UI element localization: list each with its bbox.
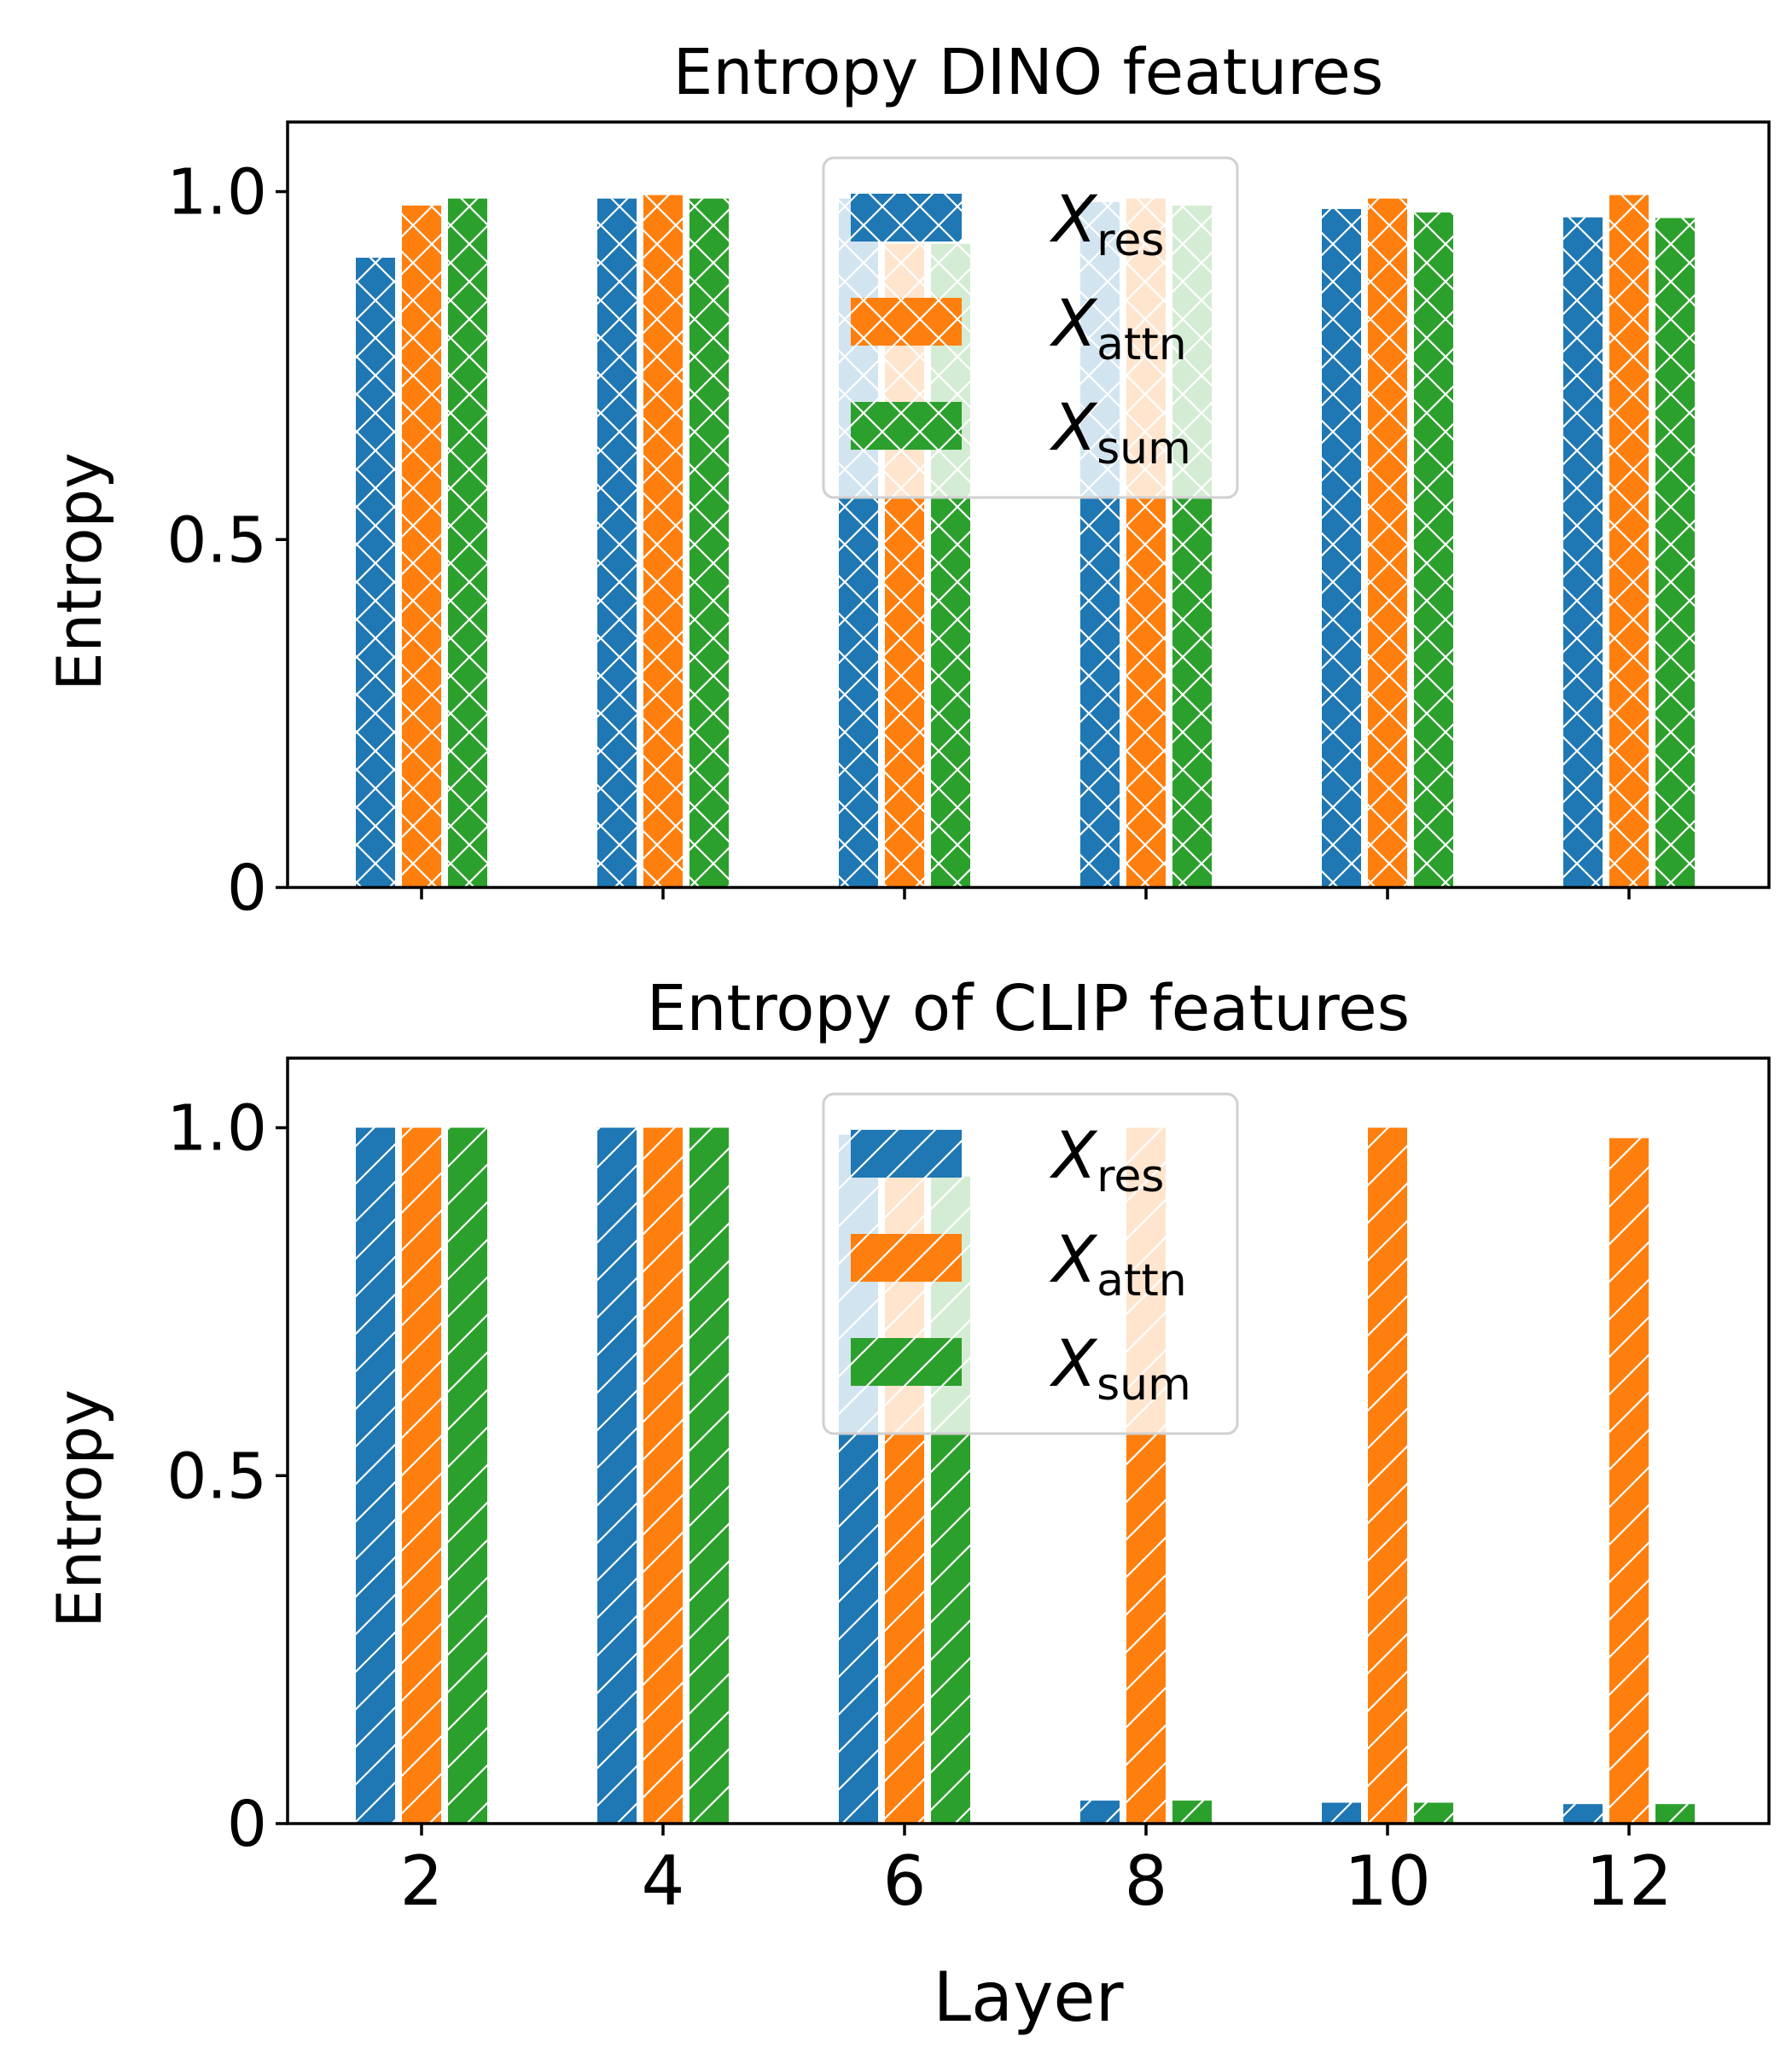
x-ticks [420,887,1631,899]
bar-hatch [1080,1801,1120,1824]
legend-entry: Xres [851,181,1164,266]
y-tick-label: 0 [227,1788,267,1861]
bar [1655,1804,1695,1824]
bar [356,258,395,887]
legend-swatch-hatch [851,1338,962,1386]
bar [1368,198,1407,887]
bar-hatch [643,1127,683,1824]
legend-label: Xres [1049,1117,1164,1202]
x-axis-label: Layer [933,1958,1123,2037]
bar [1322,208,1361,887]
legend: Xres Xattn Xsum [822,1092,1239,1435]
bar-hatch [643,195,683,887]
bar-hatch [356,258,395,887]
legend-label: Xsum [1049,1325,1191,1411]
bar [1080,1801,1120,1824]
bar [643,1127,683,1824]
bar-hatch [1368,198,1407,887]
legend-entry: Xsum [851,389,1191,474]
bar [1172,1801,1212,1824]
bar-hatch [1322,1802,1361,1824]
x-tick-label: 10 [1344,1841,1431,1921]
bar [597,1127,637,1824]
bar [1563,217,1603,887]
panel-clip: Entropy of CLIP features Entropy 0 0.5 1.0… [44,972,1771,2037]
bar [1609,195,1649,887]
legend-label: Xattn [1049,285,1187,370]
legend-entry: Xsum [851,1325,1191,1411]
bar-hatch [689,1127,729,1824]
x-tick-label: 12 [1585,1841,1673,1921]
x-tick-label: 2 [400,1841,444,1921]
bar [1414,1802,1453,1824]
y-ticks: 0 0.5 1.0 [166,1092,288,1861]
legend-swatch-hatch [851,1130,962,1178]
bar-hatch [1609,195,1649,887]
plot-frame [286,120,1771,889]
bar-hatch [1172,1801,1212,1824]
bar-hatch [1563,1804,1603,1824]
bar-hatch [1414,1802,1453,1824]
bar-hatch [1609,1137,1649,1824]
bar-hatch [448,198,487,887]
bar [643,195,683,887]
bar [356,1127,395,1824]
y-tick-label: 0 [227,852,267,925]
bar-hatch [597,1127,637,1824]
bar [689,198,729,887]
bar-hatch [1368,1127,1407,1824]
x-ticks: 2 4 6 8 10 12 [400,1824,1673,1921]
x-tick-label: 4 [642,1841,685,1921]
bar-hatch [1414,212,1453,887]
legend-swatch-hatch [851,298,962,346]
y-tick-label: 1.0 [166,156,267,230]
legend-entry: Xattn [851,1221,1187,1306]
bar [1322,1802,1361,1824]
y-tick-label: 0.5 [166,503,267,577]
bar [597,198,637,887]
bar [402,1127,441,1824]
bar [1655,218,1695,888]
bar [402,205,441,887]
legend-swatch-hatch [851,194,962,241]
x-tick-label: 6 [883,1841,927,1921]
panel-dino: Entropy DINO features Entropy 0 0.5 1.0 Xr… [44,36,1771,925]
bar-hatch [1563,217,1603,887]
bar-hatch [1322,208,1361,887]
chart-title: Entropy DINO features [673,36,1384,109]
bar-hatch [402,1127,441,1824]
legend-label: Xsum [1049,389,1191,474]
bar [689,1127,729,1824]
y-ticks: 0 0.5 1.0 [166,156,288,925]
legend-entry: Xres [851,1117,1164,1202]
bar-hatch [402,205,441,887]
y-axis-label: Entropy [44,452,115,691]
bar-hatch [1655,218,1695,888]
bar [1609,1137,1649,1824]
legend: Xres Xattn Xsum [822,156,1239,499]
bar-hatch [448,1127,487,1824]
legend-swatch-hatch [851,1234,962,1282]
plot-frame [286,1056,1771,1825]
bar [1414,212,1453,887]
bar [1563,1804,1603,1824]
y-tick-label: 1.0 [166,1092,267,1166]
bar [1368,1127,1407,1824]
bar-hatch [356,1127,395,1824]
bar-hatch [597,198,637,887]
bar [448,1127,487,1824]
y-axis-label: Entropy [44,1389,115,1628]
legend-entry: Xattn [851,285,1187,370]
chart-title: Entropy of CLIP features [647,972,1410,1045]
bar-hatch [1655,1804,1695,1824]
bar-hatch [689,198,729,887]
legend-label: Xres [1049,181,1164,266]
bar [448,198,487,887]
legend-swatch-hatch [851,402,962,450]
x-tick-label: 8 [1125,1841,1168,1921]
y-tick-label: 0.5 [166,1440,267,1513]
legend-label: Xattn [1049,1221,1187,1306]
